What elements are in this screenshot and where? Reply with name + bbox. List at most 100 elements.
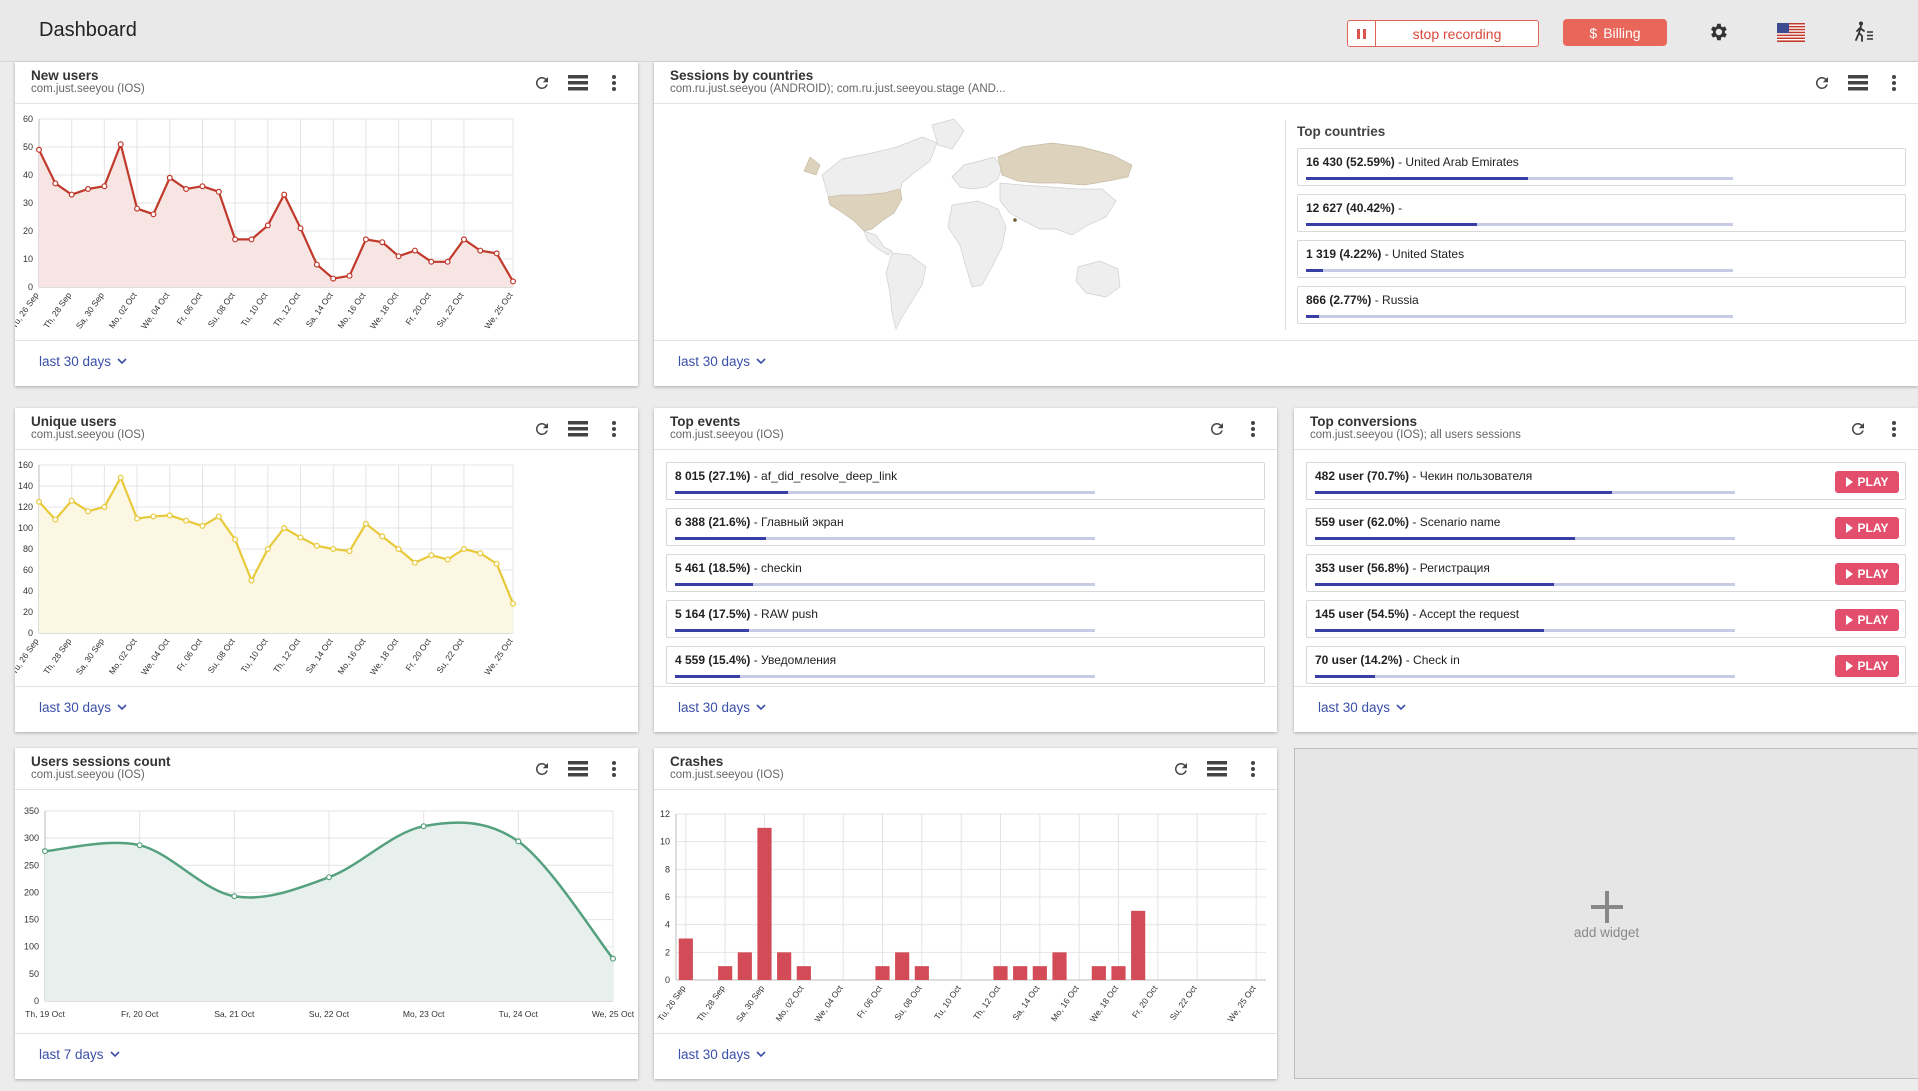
x-tick-label: Th, 28 Sep (41, 636, 73, 676)
data-point (215, 188, 222, 195)
stat-label: - af_did_resolve_deep_link (750, 469, 898, 483)
stat-row: 16 430 (52.59%) - United Arab Emirates (1297, 148, 1906, 186)
play-label: PLAY (1857, 659, 1889, 673)
stat-value: 6 388 (21.6%) (675, 515, 751, 529)
exit-walk-icon[interactable] (1849, 17, 1879, 47)
series-area (39, 477, 513, 633)
x-tick-label: Th, 12 Oct (271, 636, 302, 675)
add-widget-button[interactable]: add widget (1294, 748, 1918, 1079)
refresh-icon[interactable] (528, 70, 556, 96)
refresh-icon[interactable] (1167, 756, 1195, 782)
widget-subtitle: com.just.seeyou (IOS) (670, 769, 784, 781)
play-button[interactable]: PLAY (1835, 609, 1899, 631)
more-vert-icon[interactable] (600, 756, 628, 782)
play-button[interactable]: PLAY (1835, 655, 1899, 677)
gear-icon[interactable] (1703, 17, 1733, 47)
stat-label: - Scenario name (1409, 515, 1501, 529)
data-point (68, 191, 75, 198)
data-point (379, 239, 386, 246)
period-select[interactable]: last 30 days (39, 700, 127, 715)
stat-value: 12 627 (40.42%) (1306, 201, 1395, 215)
map-region-africa (947, 200, 1007, 288)
stat-text: 1 319 (4.22%) - United States (1306, 247, 1464, 261)
list-view-icon[interactable] (564, 70, 592, 96)
period-select[interactable]: last 30 days (39, 354, 127, 369)
refresh-icon[interactable] (1844, 416, 1872, 442)
refresh-icon[interactable] (528, 756, 556, 782)
data-point (510, 278, 517, 285)
progress-track (675, 491, 1095, 494)
x-tick-label: Th, 12 Oct (271, 290, 302, 329)
x-tick-label: Fr, 20 Oct (121, 1009, 159, 1019)
stat-text: 4 559 (15.4%) - Уведомления (675, 653, 836, 667)
new-users-chart: 0 10 20 30 40 50 60 Tu, 26 Sep Th, 28 Sep Sa, 30 … (15, 114, 517, 331)
list-view-icon[interactable] (564, 756, 592, 782)
stat-row: 6 388 (21.6%) - Главный экран (666, 508, 1265, 546)
play-label: PLAY (1857, 475, 1889, 489)
more-vert-icon[interactable] (1239, 416, 1267, 442)
data-point (52, 516, 59, 523)
data-point (264, 545, 271, 552)
us-flag-icon[interactable] (1776, 17, 1806, 47)
data-point (183, 517, 190, 524)
crash-bar (875, 966, 890, 980)
x-tick-label: Sa, 30 Sep (74, 636, 106, 676)
widget-title: Top conversions (1310, 414, 1418, 429)
widget-sessions-by-countries: Sessions by countries com.ru.just.seeyou… (654, 62, 1918, 386)
widget-title: Crashes (670, 754, 724, 769)
x-tick-label: Mo, 02 Oct (107, 290, 139, 330)
x-tick-label: Sa, 14 Oct (304, 290, 336, 329)
more-vert-icon[interactable] (1880, 70, 1908, 96)
play-button[interactable]: PLAY (1835, 471, 1899, 493)
stat-text: 16 430 (52.59%) - United Arab Emirates (1306, 155, 1519, 169)
period-select[interactable]: last 30 days (1318, 700, 1406, 715)
play-button[interactable]: PLAY (1835, 563, 1899, 585)
play-label: PLAY (1857, 521, 1889, 535)
x-tick-label: Mo, 23 Oct (403, 1009, 445, 1019)
play-button[interactable]: PLAY (1835, 517, 1899, 539)
stat-value: 1 319 (4.22%) (1306, 247, 1382, 261)
list-view-icon[interactable] (564, 416, 592, 442)
play-icon (1845, 477, 1853, 487)
refresh-icon[interactable] (1808, 70, 1836, 96)
x-tick-label: We, 04 Oct (139, 290, 172, 331)
period-select[interactable]: last 30 days (678, 1047, 766, 1062)
refresh-icon[interactable] (1203, 416, 1231, 442)
period-select[interactable]: last 30 days (678, 354, 766, 369)
data-point (248, 577, 255, 584)
data-point (183, 185, 190, 192)
more-vert-icon[interactable] (600, 70, 628, 96)
x-tick-label: Mo, 16 Oct (335, 290, 367, 330)
widget-footer: last 30 days (15, 340, 638, 386)
progress-track (1315, 675, 1735, 678)
x-tick-label: Fr, 06 Oct (174, 636, 204, 673)
data-point (379, 533, 386, 540)
divider (1285, 120, 1286, 330)
x-tick-label: We, 25 Oct (482, 290, 515, 331)
more-vert-icon[interactable] (1239, 756, 1267, 782)
stop-recording-button[interactable]: stop recording (1347, 20, 1539, 47)
data-point (36, 498, 43, 505)
data-point (199, 183, 206, 190)
data-point (313, 542, 320, 549)
data-point (609, 955, 616, 962)
more-vert-icon[interactable] (600, 416, 628, 442)
data-point (477, 550, 484, 557)
progress-track (675, 537, 1095, 540)
progress-fill (1306, 269, 1324, 272)
billing-button[interactable]: $ Billing (1563, 19, 1667, 46)
stat-row: 1 319 (4.22%) - United States (1297, 240, 1906, 278)
data-point (101, 503, 108, 510)
period-select[interactable]: last 7 days (39, 1047, 120, 1062)
data-point (85, 508, 92, 515)
period-select[interactable]: last 30 days (678, 700, 766, 715)
stat-text: 559 user (62.0%) - Scenario name (1315, 515, 1500, 529)
data-point (297, 534, 304, 541)
crash-bar (895, 952, 910, 980)
refresh-icon[interactable] (528, 416, 556, 442)
more-vert-icon[interactable] (1880, 416, 1908, 442)
x-tick-label: We, 25 Oct (1225, 983, 1258, 1024)
list-view-icon[interactable] (1844, 70, 1872, 96)
period-label: last 30 days (1318, 700, 1391, 715)
list-view-icon[interactable] (1203, 756, 1231, 782)
